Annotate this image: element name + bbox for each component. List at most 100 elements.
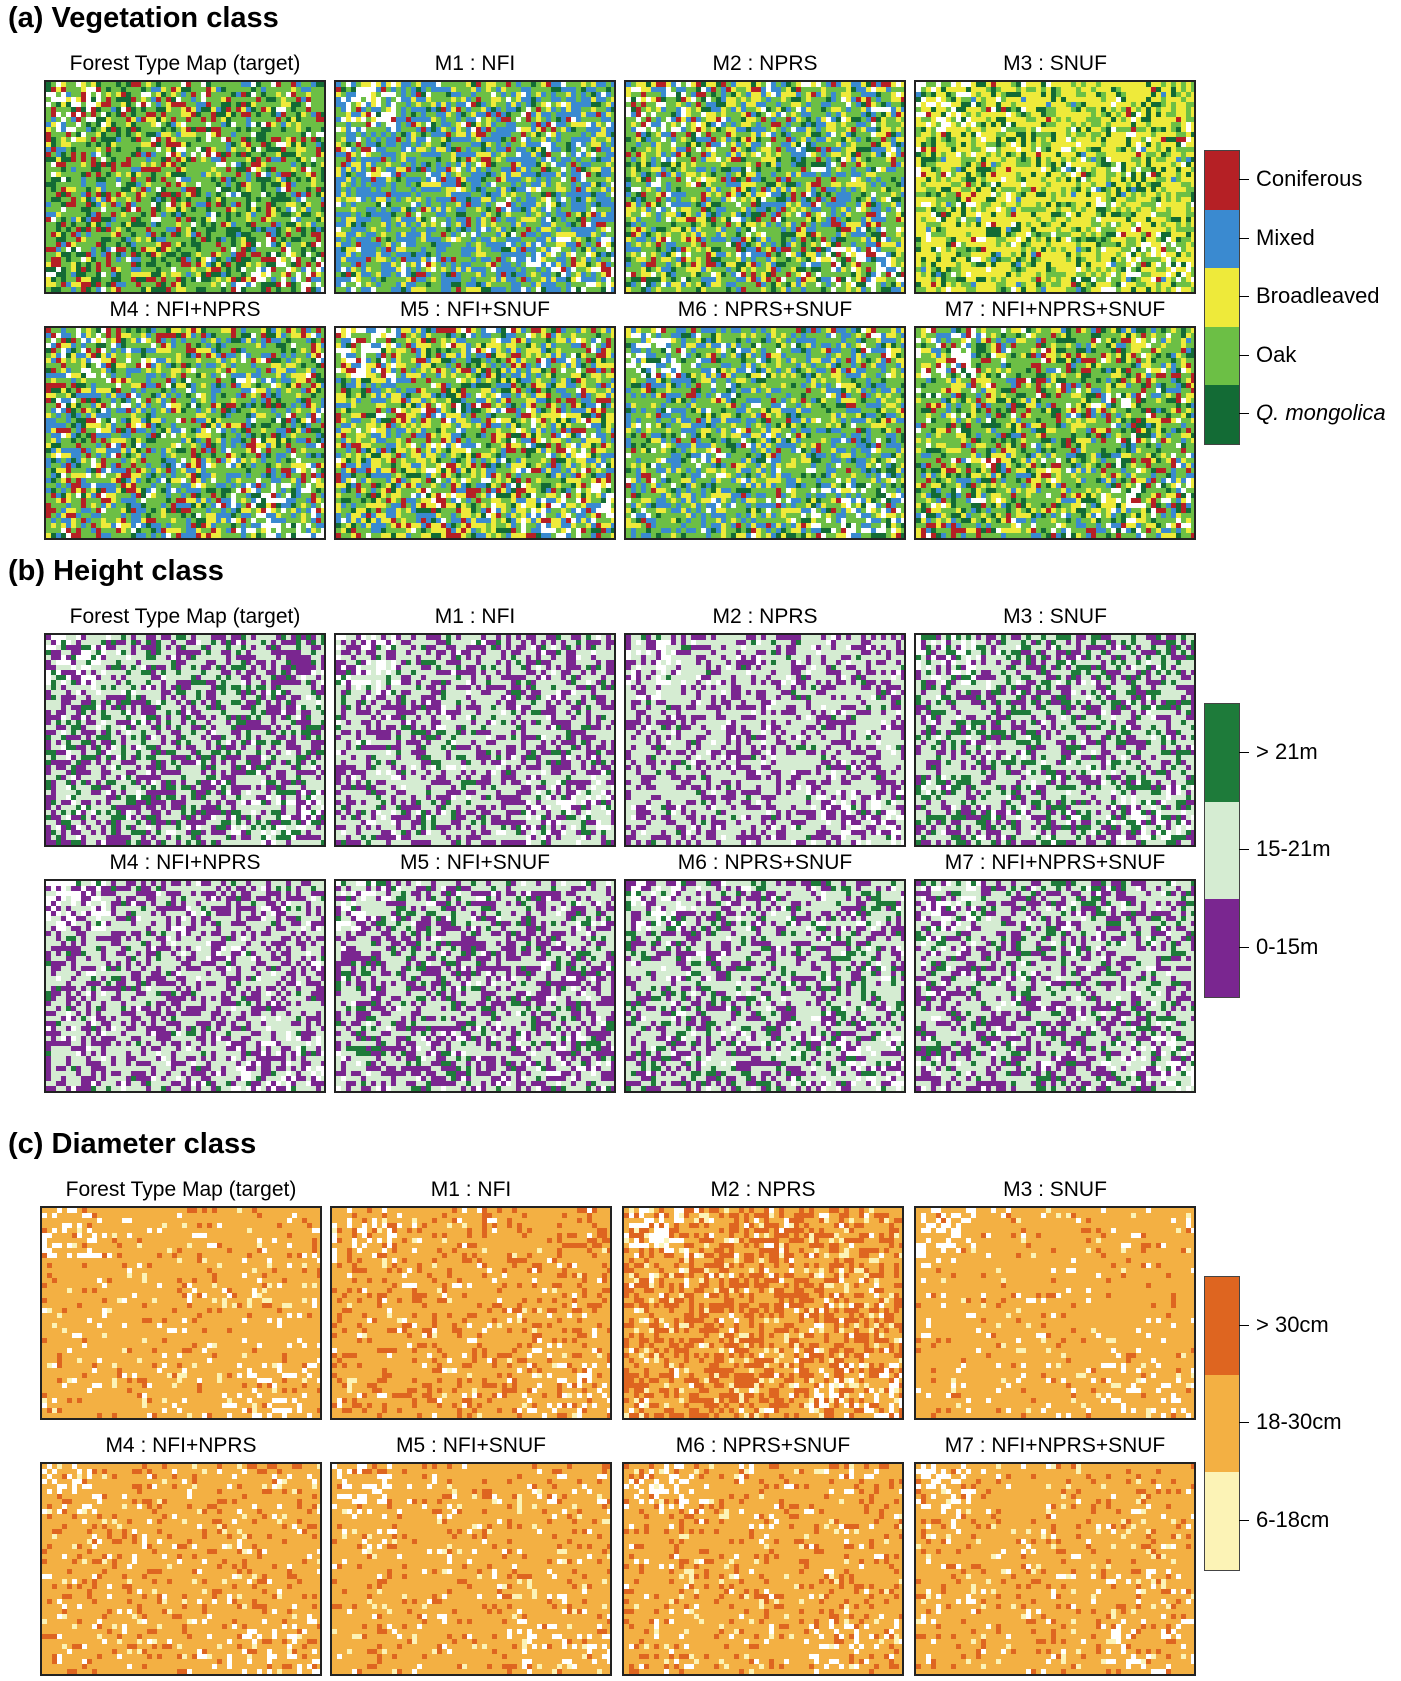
raster-cells	[336, 881, 614, 1091]
raster-map	[44, 326, 326, 540]
legend-label: 6-18cm	[1256, 1508, 1329, 1532]
raster-map	[44, 80, 326, 294]
legend-label: Coniferous	[1256, 167, 1362, 191]
legend-bar	[1204, 150, 1240, 445]
raster-map	[914, 326, 1196, 540]
raster-cells	[916, 1464, 1194, 1674]
panel-height: (b) Height class Forest Type Map (target…	[0, 553, 1401, 1098]
legend-tick	[1239, 752, 1249, 753]
raster-cells	[332, 1208, 610, 1418]
legend-tick	[1239, 355, 1249, 356]
raster-cells	[336, 328, 614, 538]
raster-cells	[626, 635, 904, 845]
map-title: M7 : NFI+NPRS+SNUF	[914, 1434, 1196, 1458]
legend-swatch-over-30cm	[1205, 1277, 1239, 1375]
map-title: M2 : NPRS	[622, 1178, 904, 1202]
map-title: M4 : NFI+NPRS	[44, 298, 326, 322]
map-title: M6 : NPRS+SNUF	[622, 1434, 904, 1458]
raster-cells	[42, 1464, 320, 1674]
legend-swatch-6-18cm	[1205, 1472, 1239, 1570]
map-title: Forest Type Map (target)	[44, 52, 326, 76]
raster-map	[622, 1206, 904, 1420]
map-title: M4 : NFI+NPRS	[40, 1434, 322, 1458]
map-title: M2 : NPRS	[624, 605, 906, 629]
raster-map	[40, 1462, 322, 1676]
raster-map	[914, 80, 1196, 294]
map-title: M2 : NPRS	[624, 52, 906, 76]
raster-map	[914, 879, 1196, 1093]
raster-map	[40, 1206, 322, 1420]
legend-bar	[1204, 703, 1240, 998]
raster-cells	[46, 881, 324, 1091]
legend-label: > 30cm	[1256, 1313, 1329, 1337]
legend-swatch-0-15m	[1205, 899, 1239, 997]
raster-map	[334, 879, 616, 1093]
legend-tick	[1239, 296, 1249, 297]
raster-cells	[626, 328, 904, 538]
legend-swatch-coniferous	[1205, 151, 1239, 210]
raster-map	[624, 879, 906, 1093]
raster-cells	[336, 635, 614, 845]
raster-cells	[42, 1208, 320, 1418]
raster-map	[624, 80, 906, 294]
raster-cells	[916, 1208, 1194, 1418]
legend-tick	[1239, 238, 1249, 239]
raster-map	[330, 1462, 612, 1676]
raster-cells	[916, 635, 1194, 845]
legend-swatch-mixed	[1205, 210, 1239, 268]
map-title: M5 : NFI+SNUF	[334, 851, 616, 875]
map-title: M7 : NFI+NPRS+SNUF	[914, 851, 1196, 875]
raster-cells	[916, 82, 1194, 292]
legend-tick	[1239, 1422, 1249, 1423]
legend-tick	[1239, 947, 1249, 948]
raster-cells	[624, 1464, 902, 1674]
raster-cells	[46, 635, 324, 845]
raster-cells	[336, 82, 614, 292]
map-title: M6 : NPRS+SNUF	[624, 298, 906, 322]
map-title: M7 : NFI+NPRS+SNUF	[914, 298, 1196, 322]
raster-cells	[916, 881, 1194, 1091]
legend-label: Q. mongolica	[1256, 401, 1386, 425]
legend-tick	[1239, 849, 1249, 850]
legend-tick	[1239, 1325, 1249, 1326]
raster-cells	[626, 881, 904, 1091]
raster-map	[44, 879, 326, 1093]
raster-map	[330, 1206, 612, 1420]
legend-tick	[1239, 179, 1249, 180]
map-title: Forest Type Map (target)	[44, 605, 326, 629]
map-title: Forest Type Map (target)	[40, 1178, 322, 1202]
map-title: M3 : SNUF	[914, 1178, 1196, 1202]
map-title: M3 : SNUF	[914, 605, 1196, 629]
legend-swatch-15-21m	[1205, 802, 1239, 899]
legend-label: 18-30cm	[1256, 1410, 1342, 1434]
legend-swatch-over-21m	[1205, 704, 1239, 802]
raster-map	[914, 1206, 1196, 1420]
map-title: M1 : NFI	[330, 1178, 612, 1202]
raster-map	[334, 80, 616, 294]
raster-map	[622, 1462, 904, 1676]
legend-label: 15-21m	[1256, 837, 1331, 861]
raster-map	[624, 633, 906, 847]
legend-tick	[1239, 1520, 1249, 1521]
map-title: M4 : NFI+NPRS	[44, 851, 326, 875]
legend-swatch-18-30cm	[1205, 1375, 1239, 1472]
raster-cells	[332, 1464, 610, 1674]
raster-map	[914, 1462, 1196, 1676]
raster-map	[334, 633, 616, 847]
legend-label: Oak	[1256, 343, 1296, 367]
map-title: M1 : NFI	[334, 605, 616, 629]
legend-bar	[1204, 1276, 1240, 1571]
raster-map	[334, 326, 616, 540]
panel-title: (a) Vegetation class	[8, 2, 279, 35]
raster-cells	[46, 82, 324, 292]
map-title: M6 : NPRS+SNUF	[624, 851, 906, 875]
legend-swatch-q-mongolica	[1205, 385, 1239, 444]
raster-cells	[626, 82, 904, 292]
raster-cells	[624, 1208, 902, 1418]
panel-title: (b) Height class	[8, 555, 224, 588]
raster-map	[44, 633, 326, 847]
raster-map	[624, 326, 906, 540]
map-title: M5 : NFI+SNUF	[330, 1434, 612, 1458]
panel-vegetation: (a) Vegetation class Forest Type Map (ta…	[0, 0, 1401, 545]
panel-title: (c) Diameter class	[8, 1128, 256, 1161]
